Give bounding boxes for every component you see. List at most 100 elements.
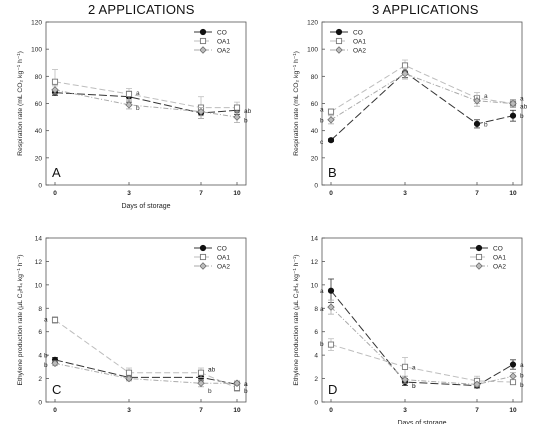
chart-panel-a: 0 20 40 60 80 100 120 0 3 7 10 Respiration rate (mL… [17,20,252,211]
series-line-co [54,92,238,114]
y-tick-label: 12 [35,259,43,266]
legend-marker-co [199,28,207,36]
y-tick-label: 40 [311,128,319,135]
x-axis-label: Days of storage [121,203,170,210]
legend-label-oa2: OA2 [217,264,230,271]
significance-letter: ab [244,108,252,115]
significance-letter: b [320,341,324,348]
y-tick-label: 4 [314,353,318,360]
significance-letter: a [320,288,324,295]
panel-label: B [328,165,337,180]
significance-letter: b [44,362,48,369]
legend-label-oa1: OA1 [217,39,230,46]
series-line-oa1 [330,344,514,383]
legend-marker-oa1 [199,253,207,261]
data-point-oa2 [509,99,517,108]
y-tick-label: 80 [311,74,319,81]
y-tick-label: 14 [311,236,319,243]
significance-letter: b [44,353,48,360]
y-tick-label: 0 [314,183,318,190]
legend-marker-oa1 [199,37,207,45]
data-point-oa2 [233,379,241,387]
significance-letter: a [136,90,140,97]
data-point-oa2 [125,101,133,109]
series-line-co [330,71,514,141]
significance-letter: ab [208,367,216,374]
legend-marker-oa1 [475,253,483,261]
significance-letter: b [484,121,488,128]
significance-letter: a [520,362,524,369]
x-tick-label: 0 [53,407,57,414]
series-line-oa2 [54,89,238,118]
x-tick-label: 3 [403,190,407,197]
y-tick-label: 10 [35,282,43,289]
significance-letter: b [136,105,140,112]
header-3-applications: 3 APPLICATIONS [372,2,479,17]
panel-label: C [52,382,61,397]
y-tick-label: 4 [38,353,42,360]
data-point-oa2 [473,380,481,389]
data-point-oa2 [327,116,335,124]
significance-letter: b [244,117,248,124]
data-point-oa2 [51,359,59,368]
legend-label-oa2: OA2 [217,48,230,55]
data-point-oa1 [509,379,517,386]
y-tick-label: 20 [311,155,319,162]
y-axis-label: Ethylene production rate (µL C₂H₄ kg⁻¹ h… [17,254,24,385]
y-axis-label: Respiration rate (mL CO₂ kg⁻¹ h⁻¹) [293,51,300,156]
data-point-oa2 [401,69,409,78]
plot-frame [45,237,247,403]
y-tick-label: 80 [35,74,43,81]
significance-letter: a [520,96,524,103]
legend-marker-oa1 [335,37,343,45]
y-tick-label: 8 [38,306,42,313]
series-line-oa1 [54,319,238,389]
data-point-co [509,112,517,119]
x-tick-label: 3 [127,407,131,414]
significance-letter: a [484,93,488,100]
data-point-co [327,287,335,294]
data-point-oa1 [327,108,335,115]
data-point-oa1 [233,104,241,111]
y-tick-label: 2 [314,376,318,383]
data-point-oa2 [473,97,481,105]
significance-letter: b [412,383,416,390]
data-point-oa2 [401,376,409,384]
legend-marker-oa2 [335,46,343,54]
x-tick-label: 0 [53,190,57,197]
y-tick-label: 0 [38,183,42,190]
legend-marker-co [199,244,207,252]
significance-letter: b [520,113,524,120]
chart-panel-b: 0 20 40 60 80 100 120 0 3 7 10 Respiration rate (mL… [293,20,528,198]
x-tick-label: 3 [403,407,407,414]
y-tick-label: 2 [38,376,42,383]
legend-marker-co [475,244,483,252]
significance-letter: a [320,106,324,113]
y-tick-label: 100 [31,47,42,54]
x-tick-label: 10 [509,190,517,197]
x-tick-label: 7 [199,407,203,414]
data-point-oa1 [51,316,59,324]
y-tick-label: 60 [35,101,43,108]
chart-panel-d: 0 2 4 6 8 10 12 14 0 3 7 10 Ethylene production rate… [293,236,524,424]
significance-letter: a [244,381,248,388]
legend-label-oa1: OA1 [493,255,506,262]
data-point-oa2 [233,113,241,121]
plot-frame [321,237,523,403]
significance-letter: a [44,316,48,323]
plot-frame [321,21,523,186]
significance-letter: b [208,388,212,395]
legend-label-oa1: OA1 [217,255,230,262]
series-line-oa1 [54,81,237,109]
data-point-co [473,120,481,127]
significance-letter: a [412,364,416,371]
significance-letter: c [320,139,324,146]
series-line-oa1 [330,64,514,113]
y-tick-label: 12 [311,259,319,266]
y-tick-label: 0 [314,400,318,407]
significance-letter: a [244,381,248,388]
y-axis-label: Ethylene production rate (µL C₂H₄ kg⁻¹ h… [293,254,300,385]
x-tick-label: 7 [199,190,203,197]
data-point-oa2 [51,86,59,94]
